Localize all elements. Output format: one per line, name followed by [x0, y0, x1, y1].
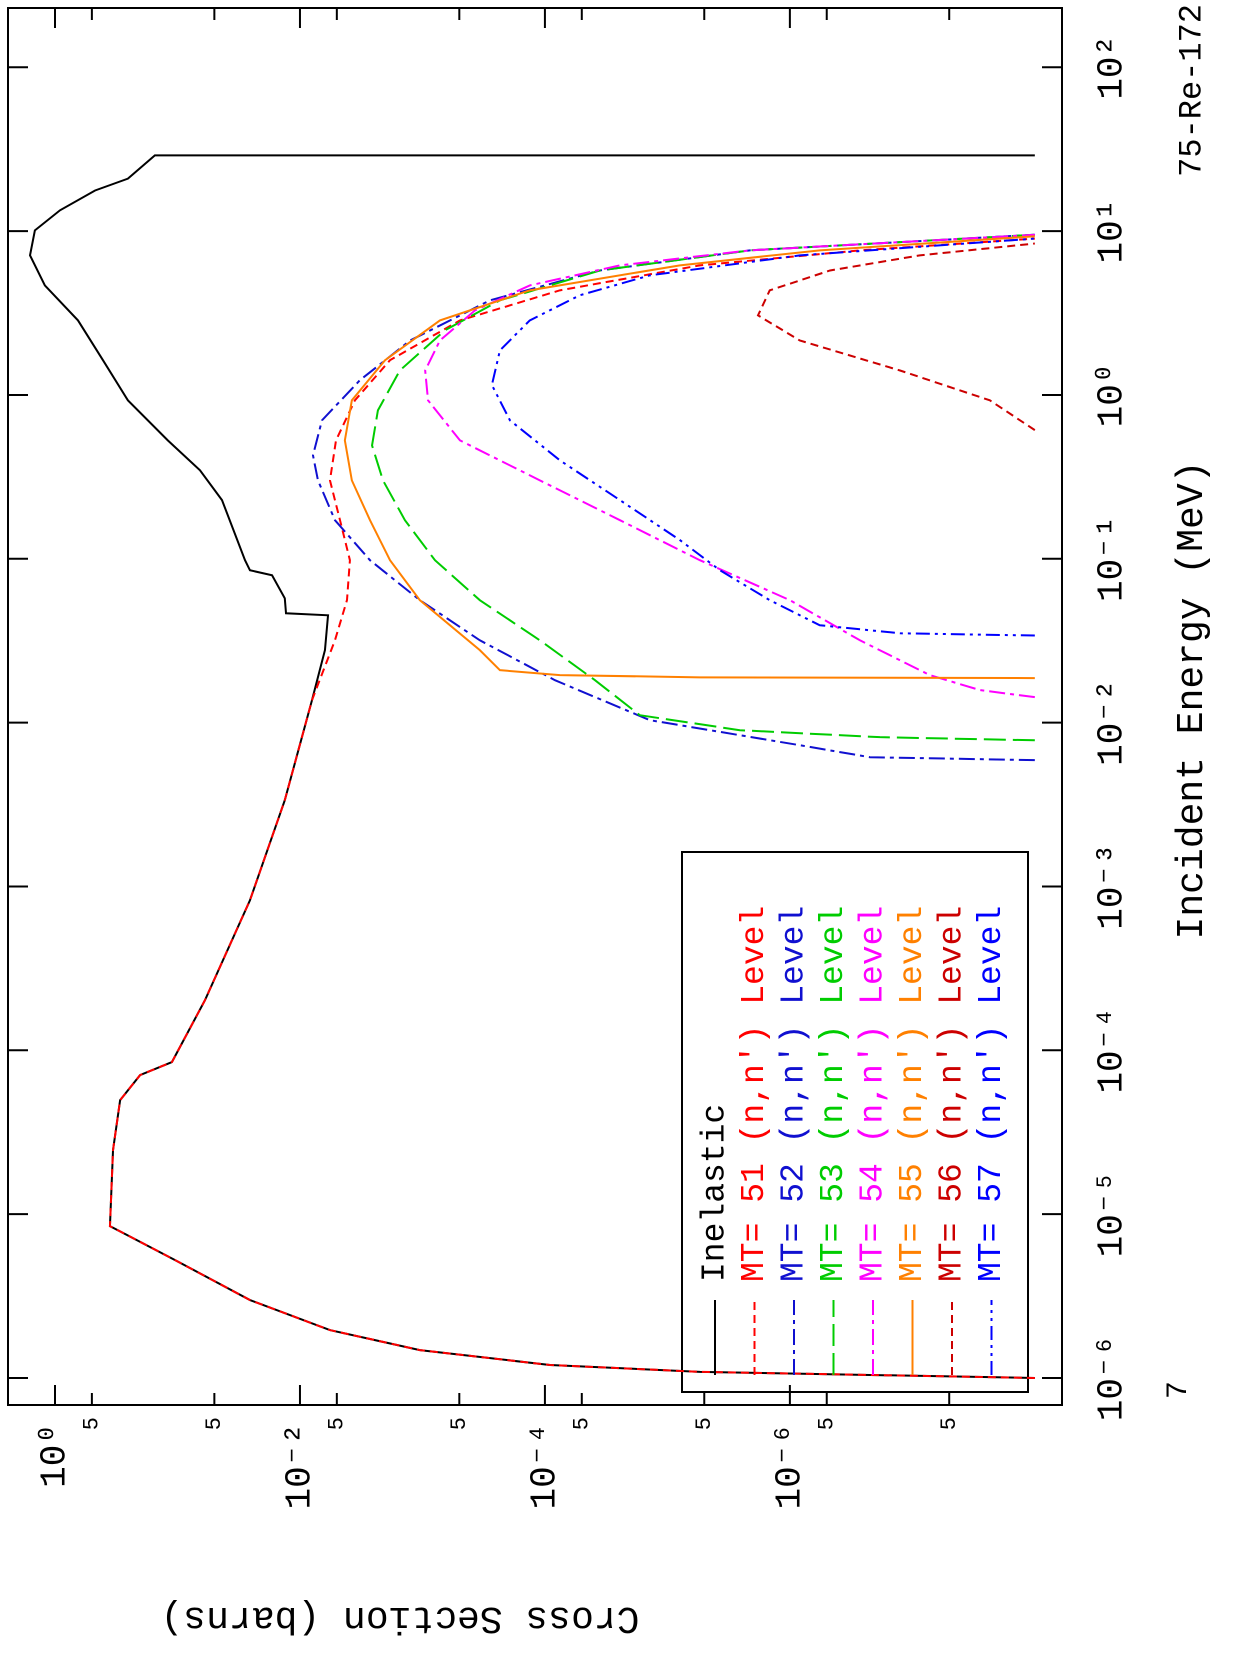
y-tick-label: 10⁰	[35, 1423, 76, 1488]
x-tick-label: 10⁰	[1092, 362, 1133, 427]
series-line	[343, 235, 1035, 680]
y-tick-label: 10⁻⁶	[769, 1423, 810, 1509]
series-line	[490, 237, 1035, 637]
series-line	[108, 237, 1035, 1379]
y-tick-label: 5	[937, 1417, 962, 1430]
series-line	[311, 233, 1035, 762]
legend-label: MT= 57 (n,n') Level	[973, 906, 1010, 1282]
x-tick-label: 10⁻⁶	[1092, 1335, 1133, 1421]
x-tick-label: 10¹	[1092, 199, 1133, 264]
y-axis-label: Cross Section (barns)	[161, 1596, 640, 1639]
y-tick-label: 5	[325, 1417, 350, 1430]
series-line	[756, 242, 1036, 431]
x-tick-label: 10⁻¹	[1092, 516, 1133, 602]
legend-label: MT= 52 (n,n') Level	[776, 906, 813, 1282]
chart-title: 75-Re-172	[1173, 4, 1210, 177]
legend-box	[681, 851, 1029, 1393]
x-tick-label: 10⁻⁵	[1092, 1171, 1133, 1257]
plot-frame	[7, 7, 1063, 1406]
x-tick-label: 10²	[1092, 35, 1133, 100]
series-line	[424, 233, 1035, 699]
y-tick-label: 10⁻⁴	[524, 1423, 565, 1509]
legend-label: MT= 54 (n,n') Level	[855, 906, 892, 1282]
x-axis-label: Incident Energy (MeV)	[1171, 461, 1214, 940]
x-tick-label: 10⁻³	[1092, 843, 1133, 929]
x-tick-label: 10⁻⁴	[1092, 1007, 1133, 1093]
legend-label: MT= 55 (n,n') Level	[894, 906, 931, 1282]
y-tick-label: 5	[692, 1417, 717, 1430]
legend-label: MT= 53 (n,n') Level	[815, 906, 852, 1282]
y-tick-label: 5	[80, 1417, 105, 1430]
y-tick-label: 10⁻²	[279, 1423, 320, 1509]
y-tick-label: 5	[815, 1417, 840, 1430]
legend-label: Inelastic	[697, 1104, 734, 1282]
x-tick-label: 10⁻²	[1092, 679, 1133, 765]
y-tick-label: 5	[447, 1417, 472, 1430]
y-tick-label: 5	[570, 1417, 595, 1430]
annotation: 7	[1162, 1381, 1196, 1399]
legend-label: MT= 51 (n,n') Level	[736, 906, 773, 1282]
legend-label: MT= 56 (n,n') Level	[934, 906, 971, 1282]
y-tick-label: 5	[202, 1417, 227, 1430]
